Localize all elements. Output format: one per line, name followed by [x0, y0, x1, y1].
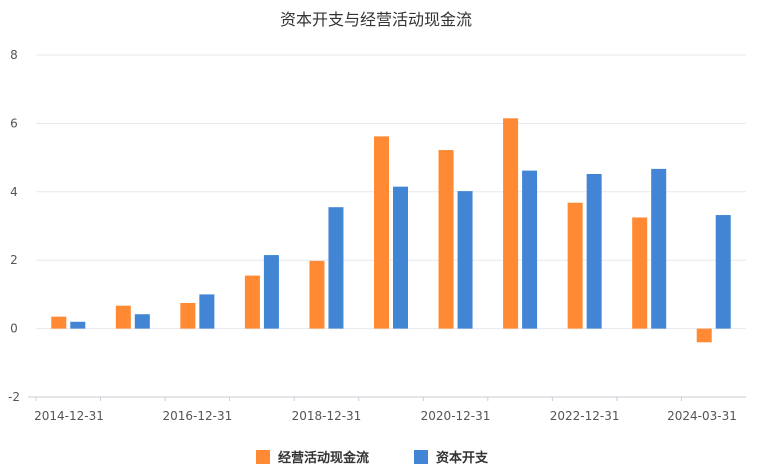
bar-capex [70, 321, 86, 329]
bar-operating-cashflow [115, 305, 131, 329]
legend-label: 资本开支 [436, 450, 489, 466]
bar-capex [457, 191, 473, 329]
legend-swatch [414, 450, 428, 464]
bar-operating-cashflow [51, 316, 67, 329]
bar-capex [328, 207, 344, 329]
bar-capex [263, 255, 279, 329]
bar-operating-cashflow [632, 217, 648, 329]
bar-capex [651, 168, 667, 329]
bar-operating-cashflow [180, 302, 196, 329]
bar-operating-cashflow [567, 202, 583, 329]
x-axis: 2014-12-31 2016-12-31 2018-12-31 2020-12-31… [28, 396, 746, 423]
bar-operating-cashflow [309, 260, 325, 329]
x-tick-label: 2016-12-31 [162, 409, 232, 423]
y-tick-label: 4 [10, 185, 18, 199]
bars [51, 118, 731, 343]
legend-label: 经营活动现金流 [278, 450, 369, 466]
x-tick-label: 2018-12-31 [292, 409, 362, 423]
bar-capex [586, 174, 602, 329]
y-tick-label: 6 [10, 116, 18, 130]
y-tick-label: 0 [10, 322, 18, 336]
legend[interactable]: 经营活动现金流 资本开支 [256, 450, 489, 466]
chart-title: 资本开支与经营活动现金流 [280, 10, 472, 29]
bar-capex [199, 294, 215, 329]
x-tick-label: 2024-03-31 [667, 409, 737, 423]
legend-swatch [256, 450, 270, 464]
bar-capex [715, 215, 731, 329]
x-tick-label: 2020-12-31 [421, 409, 491, 423]
x-tick-label: 2014-12-31 [34, 409, 104, 423]
bar-operating-cashflow [696, 328, 712, 343]
y-tick-label: 2 [10, 253, 18, 267]
bar-operating-cashflow [503, 118, 519, 329]
y-tick-label: 8 [10, 48, 18, 62]
bar-capex [134, 314, 150, 329]
y-axis-ticks: -2 0 2 4 6 8 [8, 48, 20, 404]
bar-operating-cashflow [374, 136, 389, 329]
bar-capex [522, 170, 538, 329]
bar-operating-cashflow [244, 275, 260, 329]
bar-operating-cashflow [438, 150, 454, 329]
y-tick-label: -2 [8, 390, 20, 404]
bar-capex [393, 186, 408, 329]
x-tick-label: 2022-12-31 [550, 409, 620, 423]
